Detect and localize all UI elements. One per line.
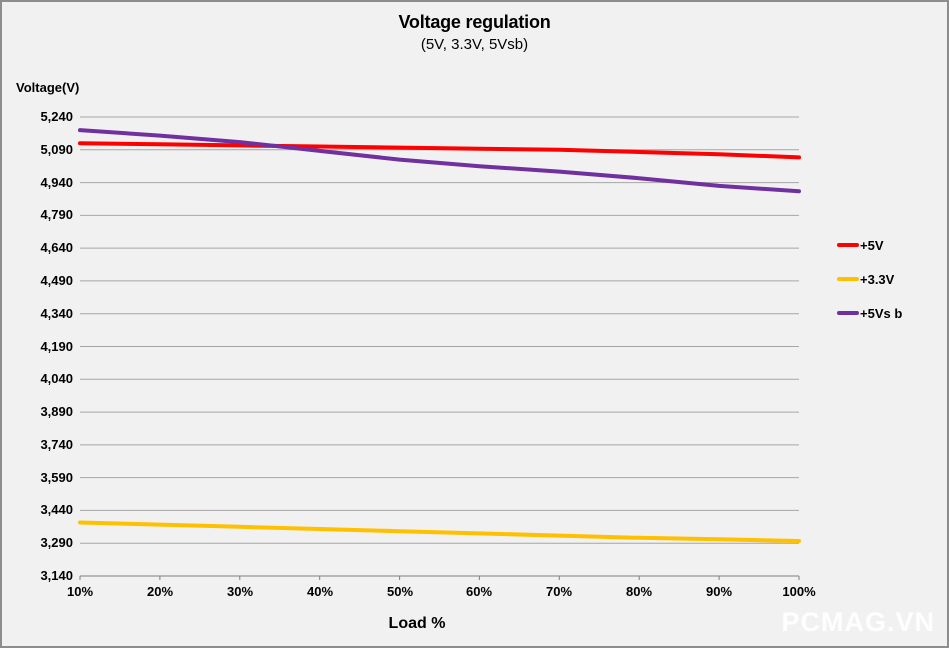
x-tick-label: 80% (625, 584, 653, 599)
chart-subtitle: (5V, 3.3V, 5Vsb) (420, 36, 529, 53)
chart-title: Voltage regulation (398, 12, 551, 32)
series-line-5v (78, 141, 801, 160)
y-axis-title: Voltage(V) (16, 80, 80, 95)
y-tick-label: 5,240 (40, 109, 73, 124)
legend: +5V +3.3V +5Vs b (837, 228, 902, 330)
legend-swatch-icon (837, 277, 859, 281)
x-tick-label: 10% (66, 584, 94, 599)
x-tick-label: 70% (545, 584, 573, 599)
x-tick-label: 40% (306, 584, 334, 599)
y-tick-label: 5,090 (40, 142, 73, 157)
y-tick-label: 3,740 (40, 437, 73, 452)
x-tick-label: 20% (146, 584, 174, 599)
y-tick-label: 4,190 (40, 339, 73, 354)
series-line-3-3v (78, 520, 801, 543)
x-axis-title: Load % (388, 615, 446, 632)
watermark-text: PCMAG.VN (781, 607, 935, 637)
x-tick-label: 50% (386, 584, 414, 599)
legend-item-5vs-b: +5Vs b (837, 296, 902, 330)
series-line-5vs-b (78, 128, 801, 194)
y-tick-label: 4,790 (40, 207, 73, 222)
legend-item-3-3v: +3.3V (837, 262, 902, 296)
y-tick-label: 3,440 (40, 502, 73, 517)
x-tick-label: 60% (465, 584, 493, 599)
y-tick-label: 4,490 (40, 273, 73, 288)
y-tick-label: 4,940 (40, 175, 73, 190)
y-tick-label: 4,340 (40, 306, 73, 321)
y-tick-label: 4,640 (40, 240, 73, 255)
y-tick-label: 3,890 (40, 404, 73, 419)
y-tick-label: 3,290 (40, 535, 73, 550)
y-tick-label: 4,040 (40, 371, 73, 386)
x-tick-label: 30% (226, 584, 254, 599)
legend-swatch-icon (837, 243, 859, 247)
y-tick-label: 3,140 (40, 568, 73, 583)
legend-item-5v: +5V (837, 228, 902, 262)
legend-swatch-icon (837, 311, 859, 315)
y-tick-label: 3,590 (40, 470, 73, 485)
legend-label: +3.3V (860, 271, 895, 287)
legend-label: +5V (860, 237, 884, 253)
x-tick-label: 90% (705, 584, 733, 599)
legend-label: +5Vs b (860, 305, 903, 321)
x-tick-label: 100% (782, 584, 816, 599)
